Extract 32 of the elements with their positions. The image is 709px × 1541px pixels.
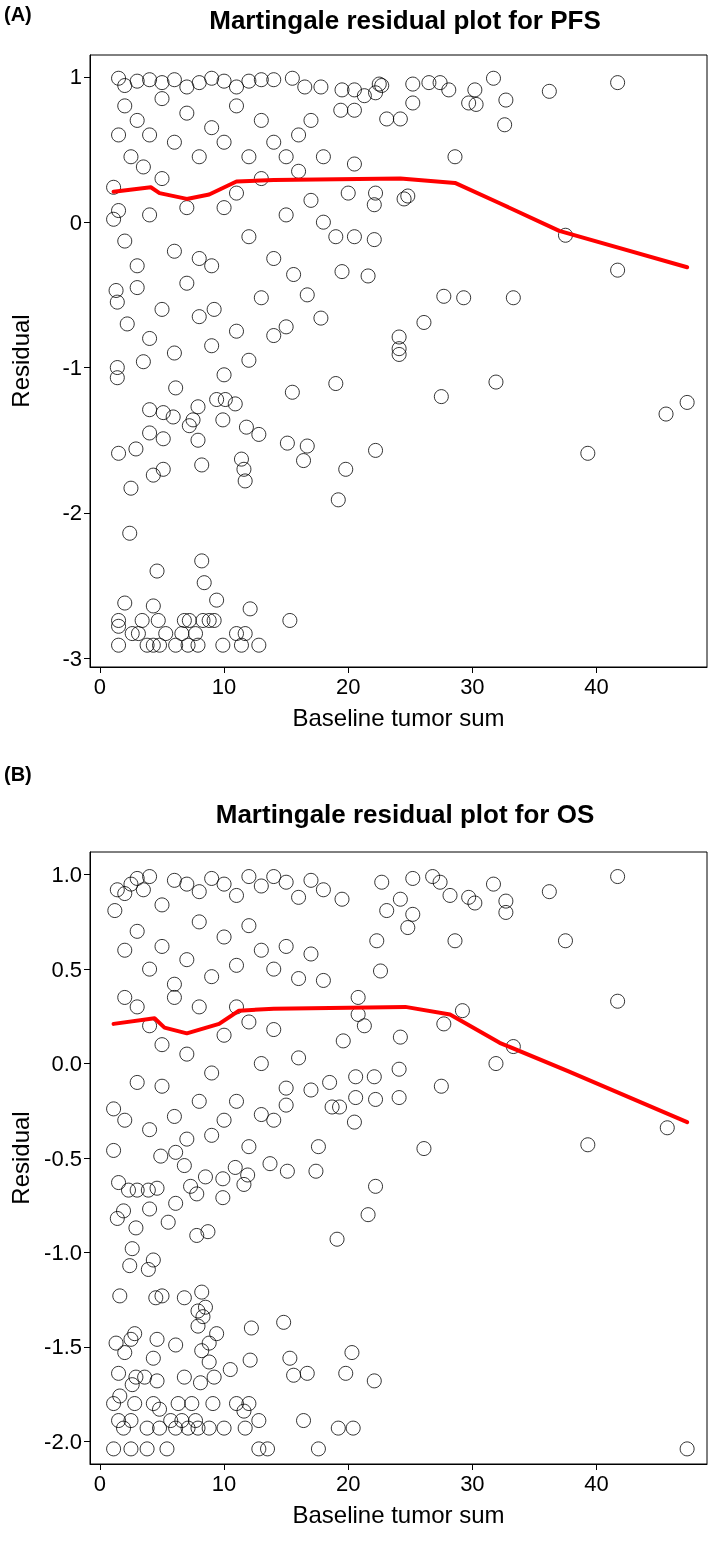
x-tick-label: 20 [335,673,361,699]
y-tick-label: 0.0 [51,1051,82,1077]
y-tick-label: -1 [62,355,82,381]
x-tick-label: 30 [460,1470,485,1496]
y-tick-label: 1.0 [51,862,82,888]
text: (B) [4,763,32,785]
chart-title: Martingale residual plot for PFS [209,5,601,35]
x-tick-label: 30 [460,673,485,699]
y-tick-label: 1 [69,64,82,90]
x-axis-title: Baseline tumor sum [292,703,505,731]
x-tick-label: 20 [335,1470,361,1496]
x-tick-label: 40 [584,1470,609,1496]
y-tick-label: 0.5 [51,956,82,982]
line-series [111,176,690,270]
y-tick-label: -3 [62,645,82,671]
y-tick-label: 0 [69,209,82,235]
y-axis-title: Residual [6,1111,34,1205]
x-tick-label: 10 [211,673,237,699]
line-series [111,1004,690,1125]
y-tick-label: -1.5 [44,1334,82,1360]
y-tick-label: -2.0 [44,1428,82,1454]
text: (A) [4,3,32,25]
chart-title: Martingale residual plot for OS [215,799,595,829]
x-tick-label: 10 [211,1470,237,1496]
y-tick-label: -1.0 [44,1239,82,1265]
y-tick-label: -2 [62,500,82,526]
x-tick-label: 40 [584,673,609,699]
y-axis-title: Residual [6,314,34,408]
x-axis-title: Baseline tumor sum [292,1500,505,1528]
x-tick-label: 0 [93,1470,107,1496]
y-tick-label: -0.5 [44,1145,82,1171]
x-tick-label: 0 [93,673,107,699]
